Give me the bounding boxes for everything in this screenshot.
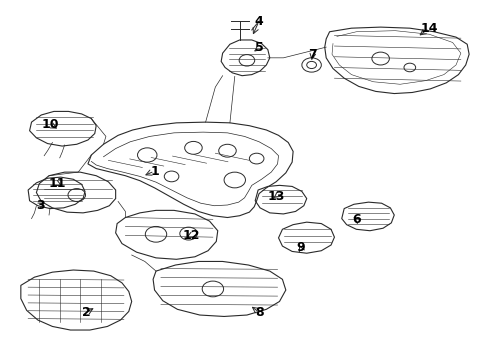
- Text: 1: 1: [150, 165, 159, 177]
- Text: 9: 9: [296, 241, 304, 255]
- Text: 11: 11: [48, 177, 66, 190]
- Text: 13: 13: [267, 190, 284, 203]
- Text: 2: 2: [82, 306, 91, 319]
- Text: 14: 14: [420, 22, 437, 35]
- Text: 8: 8: [254, 306, 263, 319]
- Text: 5: 5: [254, 41, 263, 54]
- Text: 3: 3: [36, 198, 44, 212]
- Text: 6: 6: [351, 213, 360, 226]
- Text: 4: 4: [254, 14, 263, 27]
- Text: 7: 7: [307, 49, 316, 62]
- Text: 10: 10: [41, 118, 59, 131]
- Text: 12: 12: [182, 229, 200, 242]
